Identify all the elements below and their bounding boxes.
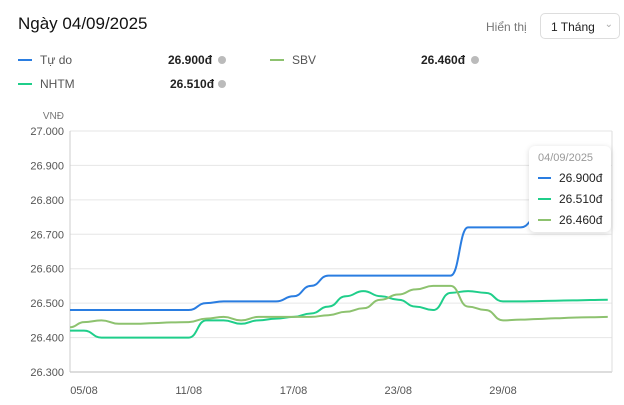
series-line-tựdo <box>70 164 608 312</box>
period-value: 1 Tháng <box>551 20 595 34</box>
page-title: Ngày 04/09/2025 <box>18 14 148 33</box>
legend-swatch <box>18 59 32 61</box>
y-tick-label: 27.000 <box>30 126 64 138</box>
legend-label: NHTM <box>40 77 75 91</box>
y-tick-label: 26.400 <box>30 333 64 345</box>
y-tick-label: 26.700 <box>30 229 64 241</box>
tooltip: 04/09/2025 26.900đ 26.510đ 26.460đ <box>529 146 611 232</box>
tooltip-swatch <box>538 218 551 221</box>
x-tick-label: 23/08 <box>384 385 412 397</box>
y-tick-label: 26.900 <box>30 160 64 172</box>
x-tick-label: 17/08 <box>280 385 308 397</box>
y-tick-label: 26.800 <box>30 195 64 207</box>
x-tick-label: 29/08 <box>489 385 517 397</box>
legend-swatch <box>18 83 32 85</box>
legend-label: Tự do <box>40 53 73 67</box>
tooltip-value-sbv: 26.460đ <box>559 212 603 227</box>
tooltip-value-tudo: 26.900đ <box>559 170 603 185</box>
series-line-sbv <box>69 284 608 329</box>
legend-value-tudo: 26.900đ <box>168 53 213 67</box>
y-tick-label: 26.300 <box>30 367 64 379</box>
legend-swatch <box>270 59 284 61</box>
legend-item-tudo[interactable]: Tự do <box>18 53 72 67</box>
legend-item-nhtm[interactable]: NHTM <box>18 77 75 91</box>
period-select[interactable]: 1 Tháng ⌄ <box>540 13 620 39</box>
legend-value-nhtm: 26.510đ <box>170 77 215 91</box>
x-tick-label: 05/08 <box>70 385 98 397</box>
legend-value-sbv: 26.460đ <box>421 53 466 67</box>
x-tick-label: 11/08 <box>175 385 202 397</box>
period-label: Hiển thị <box>486 20 527 34</box>
y-tick-label: 26.600 <box>30 264 64 276</box>
info-icon[interactable] <box>218 56 226 64</box>
series-line-nhtm <box>70 290 608 339</box>
legend-item-sbv[interactable]: SBV <box>270 53 316 67</box>
tooltip-swatch <box>538 176 551 179</box>
tooltip-swatch <box>538 197 551 200</box>
info-icon[interactable] <box>218 80 226 88</box>
info-icon[interactable] <box>471 56 479 64</box>
y-axis-label: VNĐ <box>43 111 64 122</box>
tooltip-date: 04/09/2025 <box>538 152 594 164</box>
legend-label: SBV <box>292 53 317 67</box>
y-tick-label: 26.500 <box>30 298 64 310</box>
tooltip-value-nhtm: 26.510đ <box>559 191 603 206</box>
chevron-down-icon: ⌄ <box>604 19 613 30</box>
